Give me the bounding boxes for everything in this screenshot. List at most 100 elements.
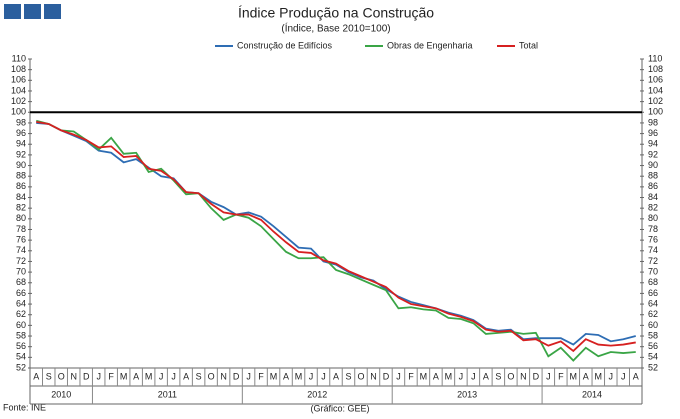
y-tick-label: 96	[16, 128, 26, 138]
y-tick-label: 80	[16, 213, 26, 223]
y2-tick-label: 56	[648, 341, 658, 351]
credit: (Gráfico: GEE)	[310, 403, 369, 413]
y-tick-label: 86	[16, 181, 26, 191]
y-tick-label: 88	[16, 171, 26, 181]
y2-tick-label: 104	[648, 85, 663, 95]
y2-tick-label: 62	[648, 309, 658, 319]
y2-tick-label: 76	[648, 235, 658, 245]
x-tick-label: D	[383, 371, 390, 381]
y2-tick-label: 110	[648, 53, 662, 63]
y2-tick-label: 74	[648, 245, 658, 255]
x-tick-label: M	[295, 371, 303, 381]
x-tick-label: F	[108, 371, 114, 381]
year-label: 2013	[457, 389, 477, 399]
chart-title: Índice Produção na Construção	[238, 5, 434, 21]
y2-tick-label: 54	[648, 352, 658, 362]
x-tick-label: O	[507, 371, 514, 381]
y-tick-label: 52	[16, 362, 26, 372]
x-tick-label: S	[345, 371, 351, 381]
y-tick-label: 100	[11, 107, 26, 117]
y-tick-label: 54	[16, 352, 26, 362]
y-tick-label: 62	[16, 309, 26, 319]
x-tick-label: J	[159, 371, 164, 381]
y2-tick-label: 72	[648, 256, 658, 266]
x-tick-label: A	[283, 371, 289, 381]
source: Fonte: INE	[3, 402, 46, 412]
x-tick-label: D	[83, 371, 90, 381]
x-tick-label: A	[133, 371, 139, 381]
x-tick-label: O	[357, 371, 364, 381]
x-tick-label: J	[546, 371, 551, 381]
x-tick-label: F	[408, 371, 414, 381]
legend-label: Total	[519, 40, 538, 50]
x-tick-label: J	[471, 371, 476, 381]
y-tick-label: 84	[16, 192, 26, 202]
series-line	[36, 122, 636, 346]
y-tick-label: 110	[12, 53, 26, 63]
x-tick-label: O	[58, 371, 65, 381]
year-label: 2014	[582, 389, 602, 399]
y-tick-label: 76	[16, 235, 26, 245]
x-tick-label: F	[258, 371, 264, 381]
y2-tick-label: 90	[648, 160, 658, 170]
y-tick-label: 68	[16, 277, 26, 287]
y-tick-label: 70	[16, 266, 26, 276]
y-tick-label: 90	[16, 160, 26, 170]
y2-tick-label: 98	[648, 117, 658, 127]
x-tick-label: J	[609, 371, 614, 381]
x-tick-label: M	[120, 371, 128, 381]
y2-tick-label: 92	[648, 149, 658, 159]
x-tick-label: O	[208, 371, 215, 381]
x-tick-label: A	[433, 371, 439, 381]
logo-block	[4, 4, 21, 19]
logo-block	[24, 4, 41, 19]
y2-tick-label: 66	[648, 288, 658, 298]
x-tick-label: S	[495, 371, 501, 381]
y-tick-label: 92	[16, 149, 26, 159]
series-line	[36, 120, 636, 353]
y-tick-label: 106	[11, 75, 26, 85]
y2-tick-label: 78	[648, 224, 658, 234]
x-tick-label: M	[570, 371, 578, 381]
x-tick-label: A	[633, 371, 639, 381]
year-label: 2010	[51, 389, 71, 399]
x-tick-label: M	[445, 371, 453, 381]
x-tick-label: J	[321, 371, 326, 381]
x-tick-label: J	[96, 371, 101, 381]
y-tick-label: 60	[16, 320, 26, 330]
x-tick-label: A	[183, 371, 189, 381]
x-tick-label: S	[196, 371, 202, 381]
x-tick-label: N	[70, 371, 77, 381]
legend-label: Construção de Edifícios	[237, 40, 333, 50]
x-tick-label: N	[370, 371, 377, 381]
y-tick-label: 58	[16, 330, 26, 340]
x-tick-label: J	[396, 371, 401, 381]
y2-tick-label: 58	[648, 330, 658, 340]
y2-tick-label: 84	[648, 192, 658, 202]
x-tick-label: N	[220, 371, 227, 381]
x-tick-label: A	[483, 371, 489, 381]
x-tick-label: F	[558, 371, 564, 381]
y2-tick-label: 70	[648, 266, 658, 276]
y2-tick-label: 60	[648, 320, 658, 330]
series-line	[36, 119, 636, 362]
y-tick-label: 72	[16, 256, 26, 266]
logo-block	[44, 4, 61, 19]
x-tick-label: A	[583, 371, 589, 381]
x-tick-label: N	[520, 371, 527, 381]
year-label: 2011	[158, 389, 177, 399]
x-tick-label: J	[459, 371, 464, 381]
y2-tick-label: 94	[648, 139, 658, 149]
y-tick-label: 82	[16, 203, 26, 213]
x-tick-label: M	[420, 371, 428, 381]
x-tick-label: S	[46, 371, 52, 381]
y-tick-label: 66	[16, 288, 26, 298]
year-label: 2012	[307, 389, 327, 399]
x-tick-label: J	[309, 371, 314, 381]
x-tick-label: A	[333, 371, 339, 381]
legend-label: Obras de Engenharia	[387, 40, 473, 50]
chart-subtitle: (Índice, Base 2010=100)	[281, 22, 390, 35]
y-tick-label: 108	[11, 64, 26, 74]
x-tick-label: J	[171, 371, 176, 381]
